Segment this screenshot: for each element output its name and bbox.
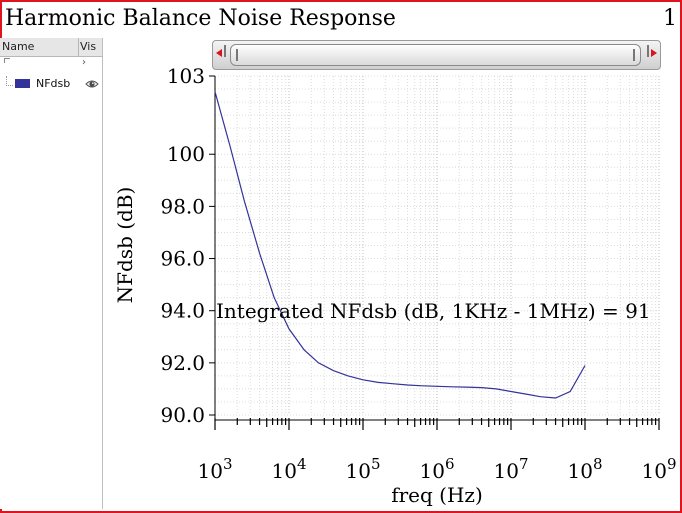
grip-icon	[224, 45, 226, 57]
series-line-nfdsb	[214, 91, 586, 399]
x-axis-scrollbar[interactable]	[212, 40, 661, 70]
collapse-arrow-icon[interactable]: ›	[82, 57, 86, 68]
x-tick-label: 103	[198, 455, 233, 483]
y-tick-label: 98.0	[160, 194, 205, 218]
trace-browser-panel: Name Vis › NFdsb	[0, 38, 103, 509]
x-tick-label: 104	[272, 455, 307, 483]
y-tick-label: 94.0	[160, 299, 205, 323]
column-header-name[interactable]: Name	[2, 40, 35, 53]
window-title: Harmonic Balance Noise Response	[5, 6, 396, 31]
page-number: 1	[663, 6, 677, 31]
arrow-right-icon[interactable]	[651, 49, 657, 57]
x-tick-label: 106	[420, 455, 455, 483]
grip-icon	[633, 49, 635, 61]
scrollbar-thumb[interactable]	[230, 44, 641, 66]
x-tick-label: 108	[568, 455, 603, 483]
y-tick-label: 103	[167, 64, 205, 88]
x-tick-label: 107	[494, 455, 529, 483]
integrated-noise-annotation: Integrated NFdsb (dB, 1KHz - 1MHz) = 91	[216, 299, 651, 323]
column-divider[interactable]	[78, 38, 79, 56]
tree-connector	[4, 58, 10, 63]
tree-connector	[6, 76, 13, 86]
x-axis-title: freq (Hz)	[391, 483, 483, 507]
y-tick-label: 100	[167, 142, 205, 166]
trace-label: NFdsb	[36, 77, 71, 90]
arrow-left-icon[interactable]	[216, 49, 222, 57]
trace-color-swatch	[15, 79, 30, 88]
column-header-vis[interactable]: Vis	[80, 40, 97, 53]
grip-icon	[647, 45, 649, 57]
y-tick-label: 92.0	[160, 351, 205, 375]
x-tick-label: 105	[346, 455, 381, 483]
x-tick-label: 109	[642, 455, 677, 483]
eye-icon[interactable]	[85, 76, 99, 90]
y-tick-label: 96.0	[160, 247, 205, 271]
trace-list-item[interactable]: NFdsb	[0, 76, 102, 94]
trace-browser-header: Name Vis	[0, 38, 102, 57]
y-tick-label: 90.0	[160, 403, 205, 427]
grip-icon	[236, 49, 238, 61]
y-axis-title: NFdsb (dB)	[113, 187, 137, 304]
